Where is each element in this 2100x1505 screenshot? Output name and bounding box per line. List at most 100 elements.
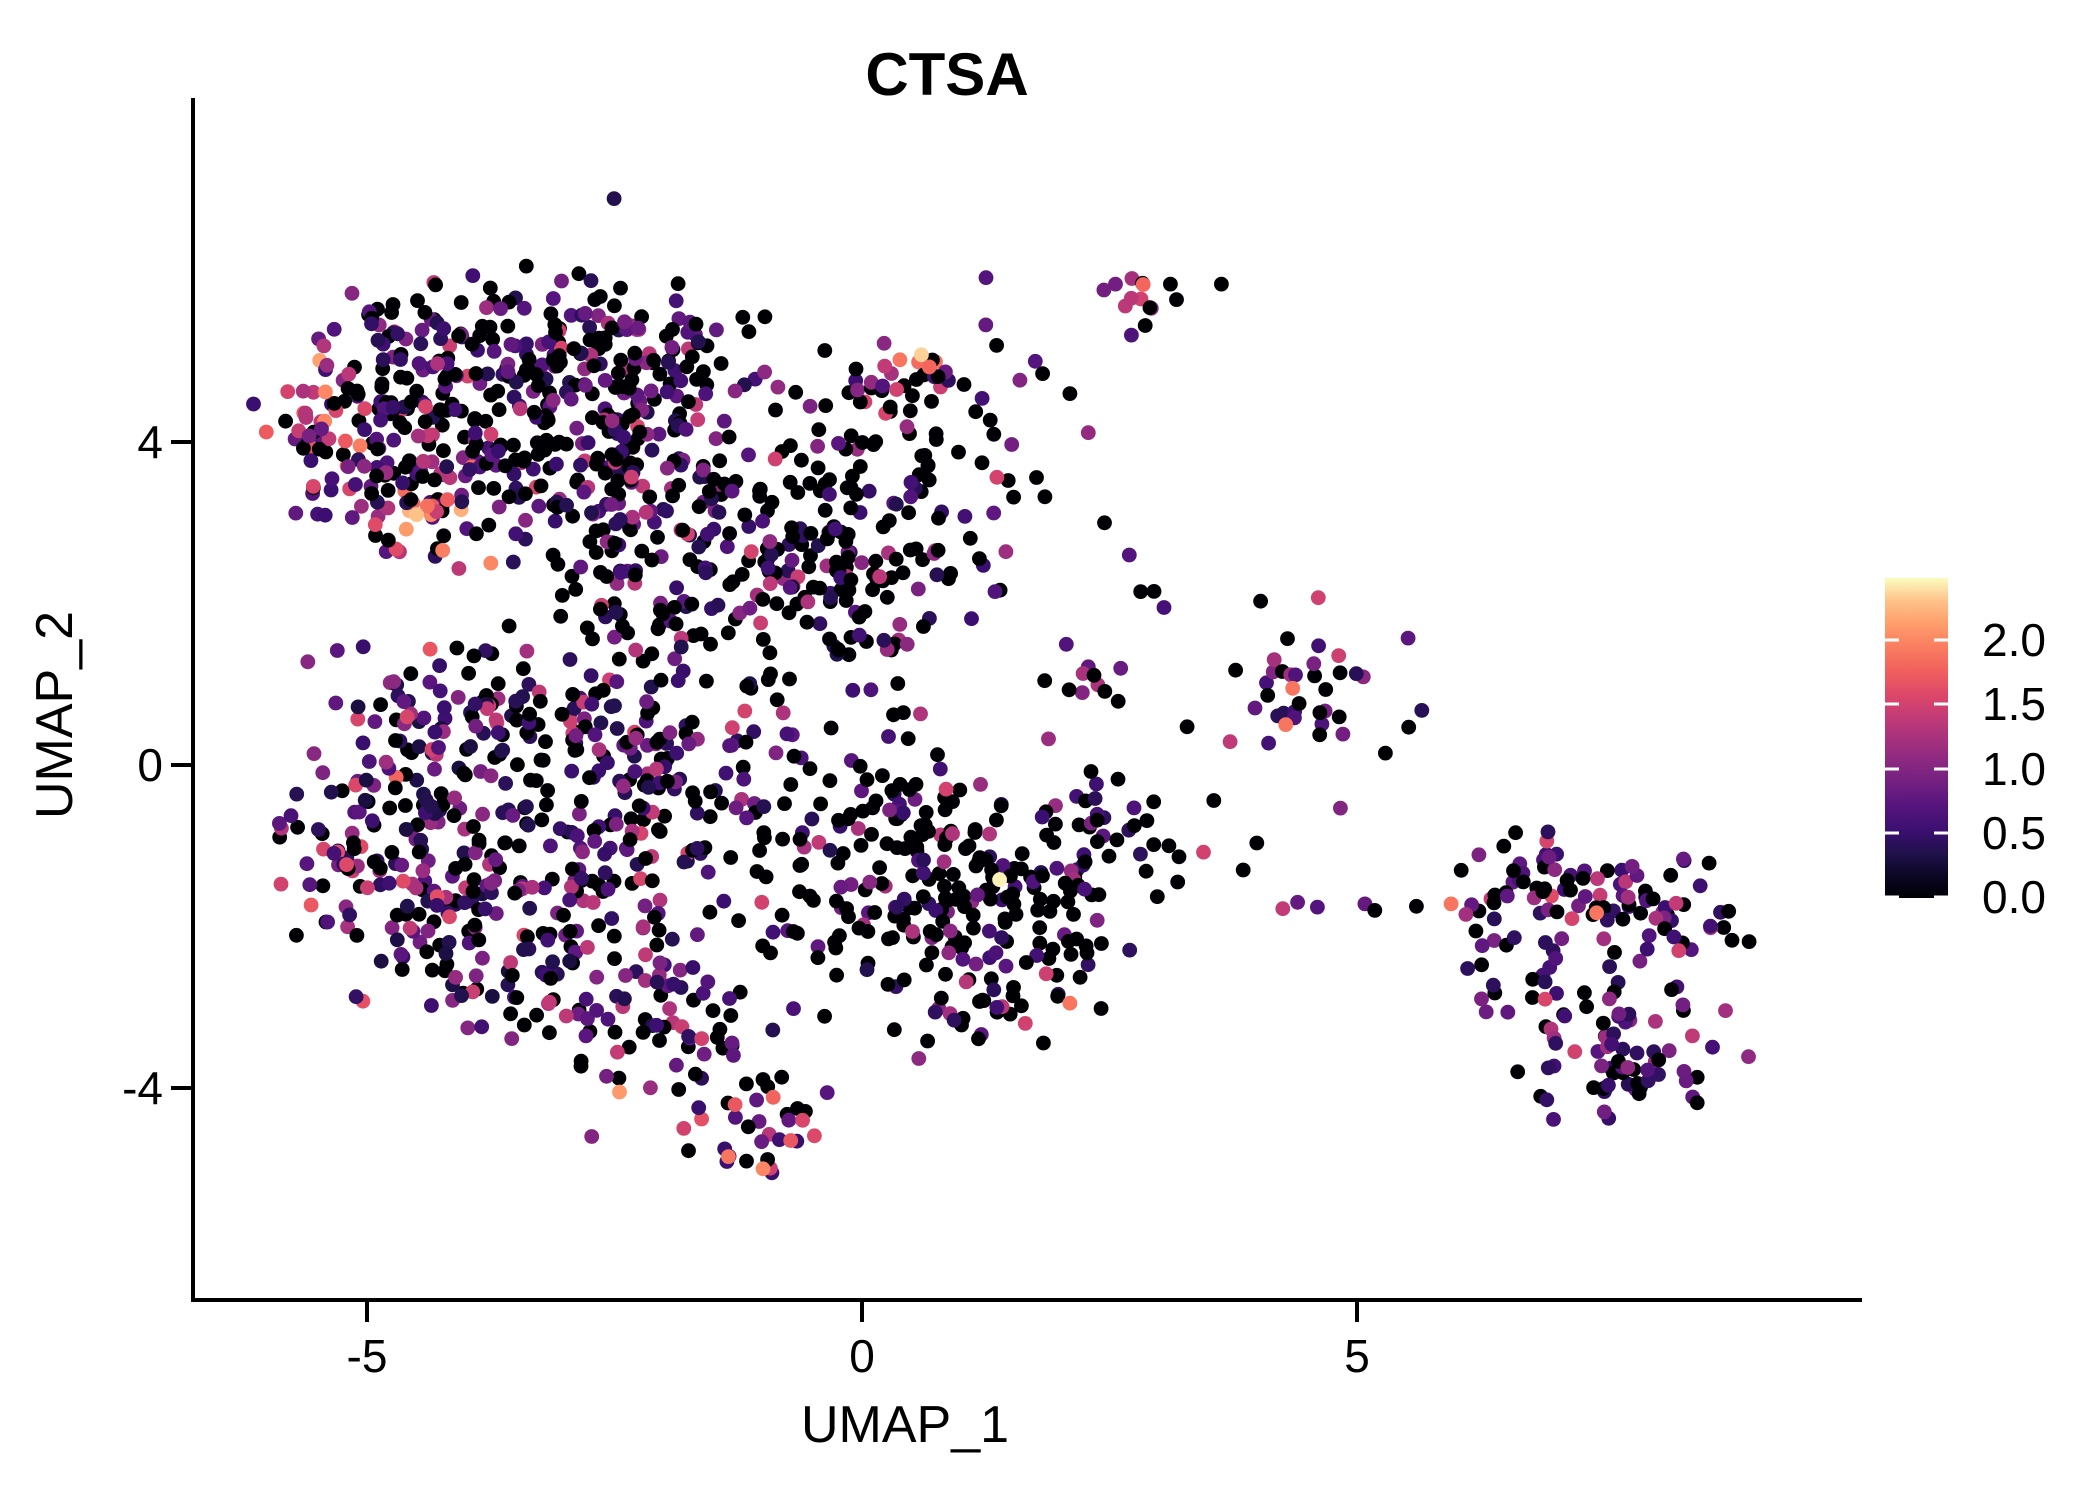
data-point (411, 906, 427, 922)
data-point (1156, 600, 1172, 615)
data-point (615, 379, 631, 395)
data-point (542, 1025, 557, 1041)
data-point (896, 911, 911, 927)
data-point (1126, 800, 1142, 816)
data-point (1161, 838, 1177, 854)
data-point (501, 618, 517, 634)
data-point (1142, 300, 1158, 316)
data-point (280, 384, 296, 399)
data-point (522, 900, 538, 916)
data-point (607, 536, 623, 551)
data-point (507, 885, 523, 901)
data-point (1260, 688, 1276, 703)
data-point (1139, 813, 1155, 828)
data-point (671, 1082, 687, 1097)
colorbar-legend: 2.0 1.5 1.0 0.5 0.0 (1885, 578, 2046, 923)
data-point (355, 639, 371, 655)
data-point (1032, 891, 1048, 907)
data-point (660, 354, 676, 370)
data-point (1537, 974, 1553, 990)
data-point (640, 705, 655, 721)
data-point (882, 399, 898, 415)
data-point (467, 917, 483, 933)
data-point (471, 832, 487, 848)
data-point (804, 811, 820, 827)
data-point (673, 639, 689, 655)
data-point (344, 510, 360, 525)
colorbar-labels: 2.0 1.5 1.0 0.5 0.0 (1982, 614, 2046, 923)
data-point (1261, 735, 1276, 751)
data-point (562, 652, 578, 667)
data-point (760, 560, 776, 576)
data-point (828, 521, 843, 537)
data-point (564, 879, 579, 895)
data-point (986, 426, 1002, 442)
data-point (547, 513, 563, 529)
data-point (928, 432, 944, 447)
data-point (1487, 887, 1503, 903)
data-point (1599, 912, 1615, 928)
data-point (913, 706, 928, 722)
data-point (357, 401, 373, 416)
data-point (1539, 1092, 1555, 1108)
data-point (1474, 957, 1489, 973)
data-point (646, 352, 661, 368)
data-point (569, 420, 585, 436)
data-point (436, 321, 452, 337)
data-point (506, 389, 522, 405)
data-point (616, 429, 631, 445)
data-point (788, 384, 804, 400)
data-point (393, 369, 408, 385)
data-point (903, 489, 919, 505)
data-point (1113, 660, 1129, 676)
colorbar-tick (1934, 638, 1948, 642)
data-point (735, 759, 751, 775)
data-point (384, 305, 399, 320)
data-point (1266, 652, 1282, 667)
data-point (1077, 881, 1092, 897)
data-point (583, 273, 599, 289)
data-point (1133, 584, 1149, 599)
data-point (380, 483, 396, 498)
data-point (599, 1068, 614, 1084)
data-point (451, 328, 466, 344)
data-point (434, 403, 450, 419)
data-point (749, 1092, 764, 1108)
data-point (576, 484, 592, 500)
data-point (743, 544, 759, 559)
data-point (423, 798, 439, 814)
data-point (519, 336, 534, 352)
data-point (534, 812, 550, 828)
data-point (436, 700, 452, 716)
data-point (752, 843, 767, 858)
data-point (679, 359, 695, 375)
data-point (398, 822, 414, 837)
data-point (575, 844, 590, 860)
data-point (775, 831, 790, 847)
data-point (911, 1051, 927, 1066)
data-point (755, 1072, 771, 1087)
data-point (1228, 662, 1243, 678)
data-point (303, 453, 319, 468)
data-point (999, 889, 1015, 905)
data-point (905, 924, 920, 939)
data-point (410, 817, 425, 833)
data-point (1235, 862, 1251, 878)
data-point (430, 356, 445, 371)
data-point (1579, 999, 1594, 1015)
data-point (628, 642, 644, 658)
data-point (741, 519, 757, 534)
data-point (1012, 372, 1028, 388)
data-point (326, 846, 342, 861)
data-point (585, 631, 600, 647)
data-point (1460, 961, 1475, 976)
data-point (482, 319, 498, 335)
data-point (843, 572, 859, 588)
data-point (1049, 860, 1065, 876)
data-point (649, 1017, 664, 1033)
data-point (755, 513, 770, 529)
data-point (419, 498, 435, 514)
data-point (1615, 1041, 1631, 1057)
data-point (1525, 990, 1540, 1005)
data-point (840, 811, 856, 827)
